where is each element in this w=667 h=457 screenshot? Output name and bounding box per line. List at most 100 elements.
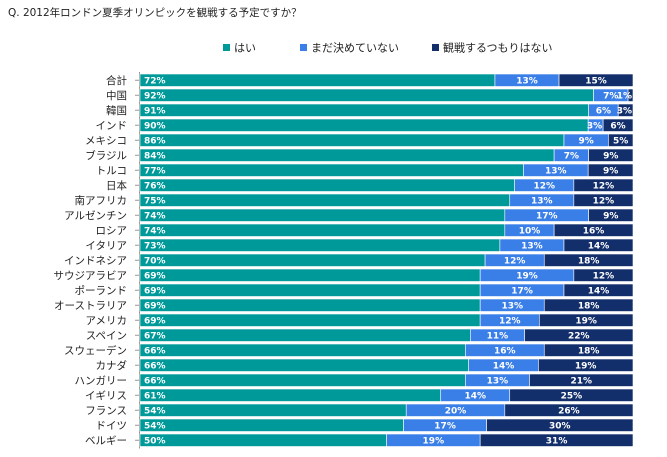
data-label: 73% <box>144 242 166 252</box>
data-label: 17% <box>434 422 456 432</box>
data-label: 19% <box>575 362 597 372</box>
legend: はい まだ決めていない 観戦するつもりはない <box>223 41 553 55</box>
bar-segment <box>627 88 634 102</box>
data-label: 3% <box>587 122 602 132</box>
data-label: 20% <box>445 407 467 417</box>
bar-segment <box>573 178 634 192</box>
category-label: フランス <box>85 405 127 417</box>
bar-segment <box>139 193 511 207</box>
legend-label-0: はい <box>234 42 256 55</box>
data-label: 1% <box>617 92 632 102</box>
data-label: 11% <box>487 332 509 342</box>
data-label: 31% <box>546 437 568 447</box>
bar-segment <box>139 268 481 282</box>
data-label: 54% <box>144 422 166 432</box>
bar-segment <box>524 328 634 342</box>
data-label: 25% <box>561 392 583 402</box>
bar-segment <box>139 298 481 312</box>
bar-segment <box>587 163 634 177</box>
data-label: 66% <box>144 377 166 387</box>
bar-segment <box>139 163 524 177</box>
data-label: 86% <box>144 137 166 147</box>
data-label: 22% <box>568 332 590 342</box>
category-label: イギリス <box>85 390 127 402</box>
data-label: 13% <box>521 242 543 252</box>
data-label: 9% <box>603 167 618 177</box>
bar-segment <box>139 208 506 222</box>
data-label: 69% <box>144 272 166 282</box>
data-label: 90% <box>144 122 166 132</box>
category-label: スウェーデン <box>64 344 127 357</box>
data-label: 69% <box>144 287 166 297</box>
category-label: メキシコ <box>85 135 127 147</box>
legend-label-2: 観戦するつもりはない <box>443 41 553 55</box>
data-label: 21% <box>570 377 592 387</box>
data-label: 92% <box>144 92 166 102</box>
data-label: 17% <box>536 212 558 222</box>
category-labels: 合計中国韓国インドメキシコブラジルトルコ日本南アフリカアルゼンチンロシアイタリア… <box>54 74 139 447</box>
data-label: 54% <box>144 407 166 417</box>
category-label: アメリカ <box>86 315 127 327</box>
category-label: トルコ <box>96 165 127 177</box>
data-label: 12% <box>504 257 526 267</box>
bar-segment <box>543 298 634 312</box>
data-label: 18% <box>578 302 600 312</box>
bar-segment <box>617 103 634 117</box>
bar-segment <box>563 238 634 252</box>
data-label: 15% <box>585 77 607 87</box>
bar-segment <box>139 373 466 387</box>
data-label: 19% <box>575 317 597 327</box>
data-label: 13% <box>516 77 538 87</box>
bar-segment <box>538 358 634 372</box>
data-label: 61% <box>144 392 166 402</box>
data-label: 16% <box>494 347 516 357</box>
bar-segment <box>139 118 589 132</box>
category-label: インドネシア <box>64 255 127 267</box>
bar-segment <box>139 403 407 417</box>
bar-segment <box>139 283 481 297</box>
bars: 72% 13% 15%92% 7%1%91% 6% 3%90% 3% 6%86% 9% 5%84%… <box>139 73 634 447</box>
category-label: ロシア <box>96 225 128 237</box>
bar-segment <box>139 313 481 327</box>
data-label: 12% <box>593 272 615 282</box>
bar-segment <box>139 328 471 342</box>
bar-segment <box>588 208 634 222</box>
data-label: 12% <box>533 182 555 192</box>
bar-segment <box>139 73 496 87</box>
bar-segment <box>602 118 634 132</box>
bar-segment <box>139 253 486 267</box>
data-label: 14% <box>588 242 610 252</box>
bar-segment <box>139 238 501 252</box>
data-label: 12% <box>593 182 615 192</box>
data-label: 13% <box>545 167 567 177</box>
data-label: 7% <box>564 152 579 162</box>
category-label: ベルギー <box>85 435 127 447</box>
bar-segment <box>553 223 634 237</box>
data-label: 14% <box>588 287 610 297</box>
bar-segment <box>139 103 589 117</box>
data-label: 74% <box>144 227 166 237</box>
data-label: 19% <box>423 437 445 447</box>
bar-segment <box>588 148 634 162</box>
data-label: 66% <box>144 362 166 372</box>
data-label: 6% <box>610 122 625 132</box>
bar-segment <box>139 133 565 147</box>
bar-segment <box>486 418 634 432</box>
data-label: 14% <box>464 392 486 402</box>
bar-segment <box>139 223 506 237</box>
data-label: 14% <box>493 362 515 372</box>
data-label: 9% <box>603 212 618 222</box>
category-label: ポーランド <box>75 285 128 297</box>
category-label: サウジアラビア <box>54 270 128 282</box>
category-label: 日本 <box>106 179 127 192</box>
bar-segment <box>543 343 634 357</box>
bar-segment <box>139 358 469 372</box>
data-label: 18% <box>578 347 600 357</box>
category-label: イタリア <box>85 240 127 252</box>
chart-title: Q. 2012年ロンドン夏季オリンピックを観戦する予定ですか？ <box>8 6 302 19</box>
bar-segment <box>509 388 634 402</box>
legend-swatch-1 <box>300 44 307 51</box>
data-label: 13% <box>531 197 553 207</box>
legend-label-1: まだ決めていない <box>311 42 399 55</box>
